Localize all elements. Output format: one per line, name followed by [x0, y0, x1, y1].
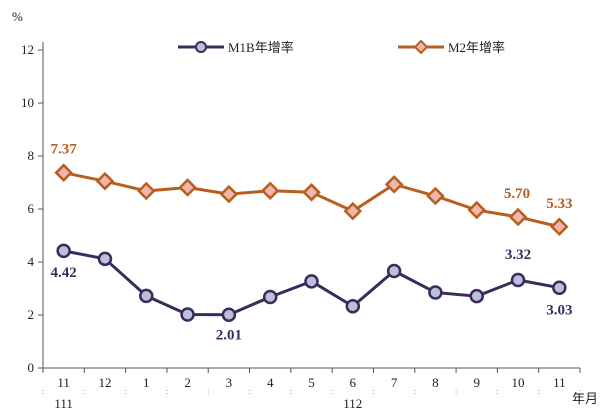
data-point — [260, 181, 280, 200]
legend: M1B年增率 M2年增率 — [178, 39, 505, 55]
y-tick-label: 12 — [21, 42, 34, 57]
data-point — [95, 171, 115, 191]
y-tick-label: 10 — [21, 95, 34, 110]
y-axis-unit-label: % — [12, 9, 23, 24]
data-point — [54, 163, 73, 182]
x-tick-label: 11 — [57, 375, 70, 390]
x-tick-label: 11 — [553, 375, 566, 390]
data-labels: 4.42 2.01 3.32 3.03 7.37 5.70 5.33 — [51, 142, 573, 344]
data-point — [302, 183, 321, 202]
data-point — [552, 280, 567, 295]
series-markers — [54, 163, 569, 322]
x-tick-label: 3 — [226, 375, 233, 390]
data-label: 7.37 — [51, 142, 78, 158]
legend-marker — [413, 39, 429, 55]
data-point — [56, 243, 71, 259]
data-point — [384, 175, 404, 194]
data-label: 3.03 — [546, 303, 572, 319]
data-label: 4.42 — [51, 265, 77, 281]
data-point — [508, 207, 528, 227]
data-point — [467, 200, 486, 220]
y-tick-label: 4 — [28, 254, 35, 269]
data-point — [180, 307, 195, 322]
y-tick-label: 2 — [28, 307, 35, 322]
data-point — [343, 201, 363, 221]
legend-label: M2年增率 — [448, 40, 505, 55]
y-tick-label: 6 — [28, 201, 35, 216]
data-point — [304, 274, 319, 289]
x-tick-label: 6 — [350, 375, 357, 390]
data-point — [219, 184, 239, 204]
x-tick-label: 12 — [98, 375, 111, 390]
legend-label: M1B年增率 — [228, 40, 294, 55]
data-label: 5.33 — [546, 196, 572, 212]
x-tick-label: 9 — [473, 375, 480, 390]
x-year-label: 111 — [54, 396, 73, 409]
data-point — [550, 217, 569, 237]
data-label: 3.32 — [505, 247, 531, 263]
data-point — [139, 288, 154, 304]
data-point — [386, 263, 402, 279]
x-tick-label: 2 — [184, 375, 191, 390]
data-point — [426, 186, 445, 206]
x-tick-label: 8 — [432, 375, 439, 390]
data-point — [510, 272, 526, 288]
data-point — [221, 307, 237, 322]
data-point — [262, 289, 278, 305]
legend-marker — [195, 41, 207, 53]
x-tick-label: 10 — [512, 375, 525, 390]
x-tick-label: 7 — [391, 375, 398, 390]
x-axis-unit-label: 年月 — [572, 391, 598, 406]
data-point — [137, 181, 156, 201]
data-point — [97, 251, 113, 267]
x-tick-label: 1 — [143, 375, 150, 390]
data-point — [178, 178, 197, 197]
y-tick-label: 8 — [28, 148, 35, 163]
x-tick-label: 5 — [308, 375, 315, 390]
data-point — [469, 288, 484, 304]
x-tick-label: 4 — [267, 375, 274, 390]
x-year-label: 112 — [343, 396, 362, 409]
y-tick-label: 0 — [28, 360, 35, 375]
data-label: 5.70 — [504, 186, 530, 202]
data-label: 2.01 — [216, 328, 242, 344]
data-point — [345, 299, 361, 314]
data-point — [428, 285, 443, 300]
